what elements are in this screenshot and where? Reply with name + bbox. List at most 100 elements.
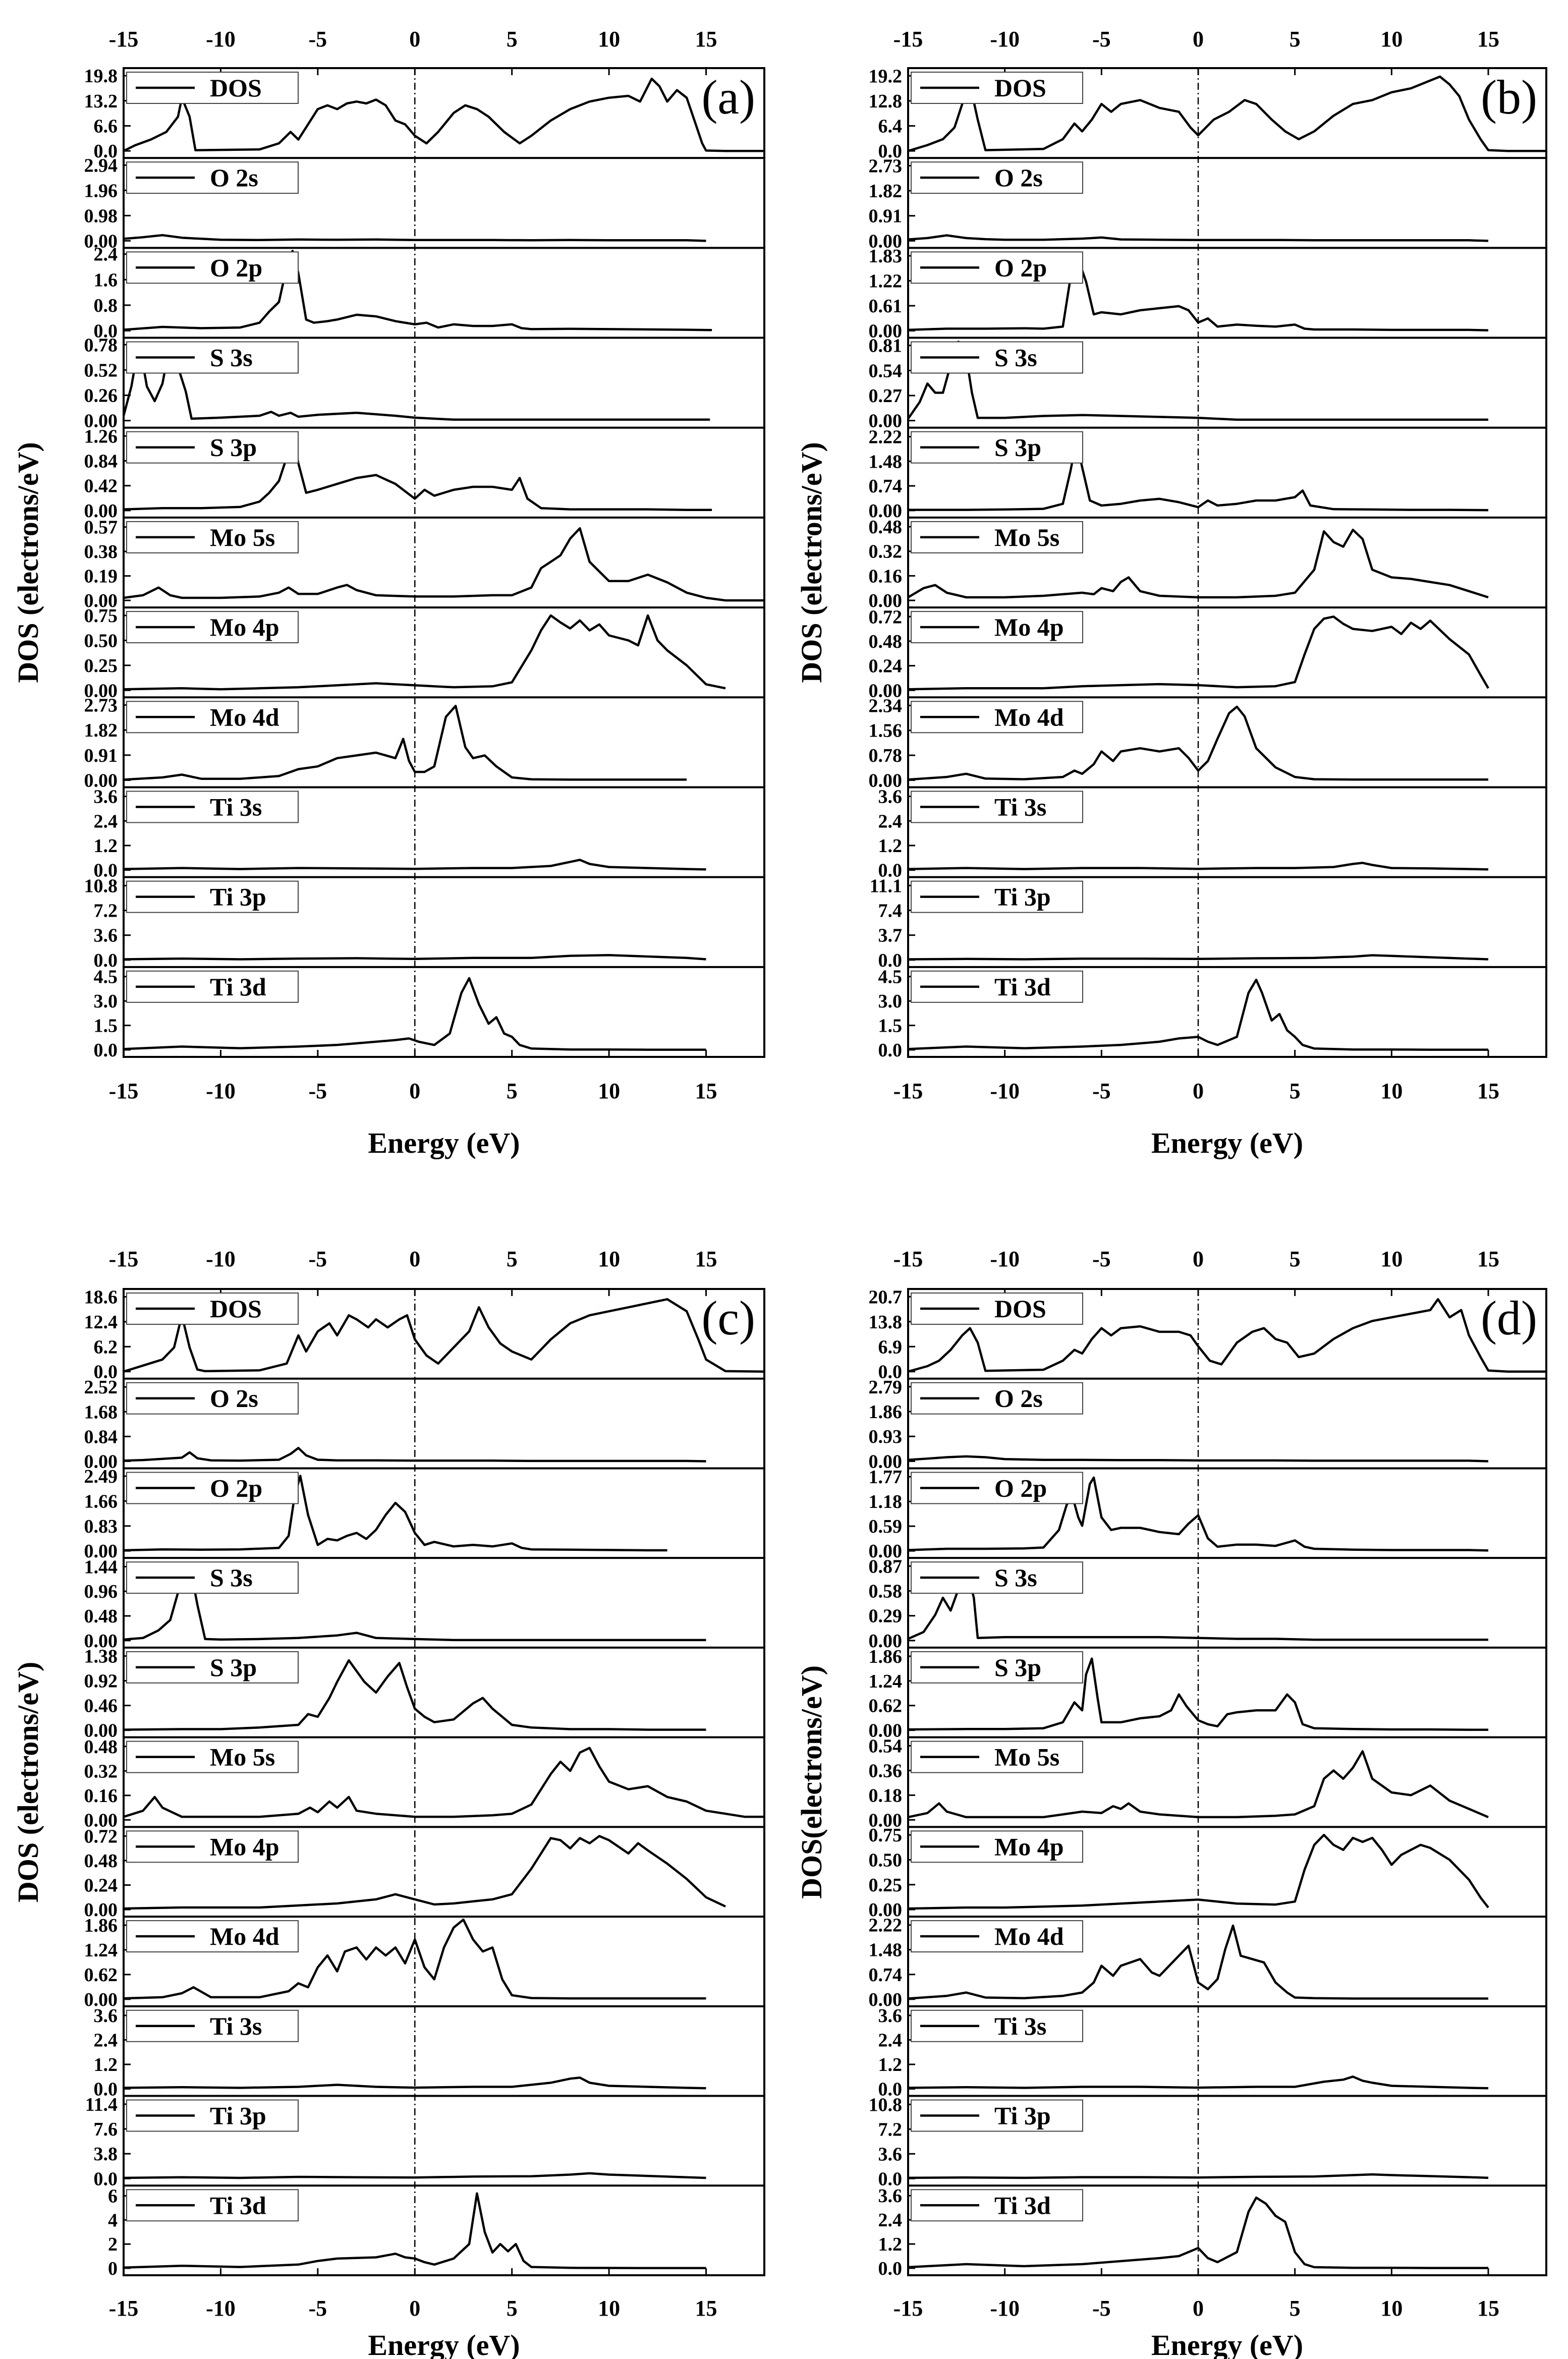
y-tick-label: 0.50 bbox=[869, 1850, 903, 1871]
legend-label: Ti 3s bbox=[210, 793, 262, 821]
y-tick-label: 0.46 bbox=[84, 1696, 118, 1717]
subplot-ti-3p: 0.0 3.8 7.6 11.4 Ti 3p bbox=[85, 2094, 764, 2189]
dos-curve bbox=[122, 342, 710, 421]
x-tick-label-top: 10 bbox=[1380, 27, 1403, 51]
y-tick-label: 2.4 bbox=[94, 811, 118, 832]
dos-curve bbox=[908, 2075, 1489, 2090]
y-tick-label: 0.00 bbox=[84, 590, 118, 611]
y-tick-label: 0.00 bbox=[869, 1899, 903, 1921]
y-tick-label: 0.00 bbox=[869, 231, 903, 252]
y-tick-label: 0.0 bbox=[94, 1362, 118, 1383]
x-tick-label-top: -5 bbox=[1092, 27, 1111, 51]
x-tick-label-top: 10 bbox=[598, 27, 620, 51]
y-tick-label: 3.0 bbox=[878, 991, 903, 1012]
y-tick-label: 0.00 bbox=[84, 1899, 118, 1921]
dos-curve bbox=[908, 1455, 1489, 1463]
y-tick-label: 1.68 bbox=[84, 1401, 118, 1423]
y-tick-label: 7.4 bbox=[878, 900, 903, 921]
dos-curve bbox=[908, 1833, 1489, 1910]
y-tick-label: 4.5 bbox=[878, 967, 903, 988]
y-tick-label: 1.18 bbox=[869, 1491, 903, 1512]
legend-label: Ti 3s bbox=[210, 2012, 262, 2040]
x-tick-label-bottom: 5 bbox=[1290, 1079, 1301, 1103]
subplot-o-2s: 0.00 0.84 1.68 2.52 O 2s bbox=[84, 1377, 764, 1472]
subplot-s-3s: 0.00 0.29 0.58 0.87 S 3s bbox=[869, 1556, 1546, 1652]
legend-label: O 2p bbox=[210, 253, 262, 282]
y-tick-label: 2.94 bbox=[84, 155, 118, 176]
y-tick-label: 0.00 bbox=[84, 231, 118, 252]
subplot-o-2s: 0.00 0.98 1.96 2.94 O 2s bbox=[84, 155, 764, 252]
subplot-mo-4d: 0.00 0.74 1.48 2.22 Mo 4d bbox=[869, 1915, 1546, 2010]
x-tick-label-bottom: 10 bbox=[1380, 1079, 1403, 1103]
y-tick-label: 0.00 bbox=[869, 1720, 903, 1742]
legend-label: Mo 4d bbox=[994, 1922, 1064, 1950]
y-tick-label: 0.32 bbox=[84, 1761, 118, 1782]
y-tick-label: 0.54 bbox=[869, 1736, 903, 1757]
legend-label: Ti 3s bbox=[994, 2012, 1046, 2040]
dos-curve bbox=[123, 527, 764, 602]
legend-label: S 3s bbox=[210, 344, 253, 372]
subplot-mo-4d: 0.00 0.78 1.56 2.34 Mo 4d bbox=[869, 695, 1546, 791]
y-tick-label: 10.8 bbox=[84, 876, 118, 897]
dos-curve bbox=[908, 862, 1489, 871]
subplot-dos: 0.0 6.9 13.8 20.7 DOS bbox=[869, 1286, 1546, 1383]
y-tick-label: 0 bbox=[108, 2258, 118, 2279]
y-tick-label: 0.0 bbox=[878, 141, 903, 162]
x-tick-label-bottom: -5 bbox=[1092, 1079, 1111, 1103]
x-tick-label-top: 5 bbox=[507, 27, 518, 51]
x-tick-label-top: 5 bbox=[507, 1247, 518, 1271]
y-tick-label: 0.81 bbox=[869, 335, 903, 357]
panel-d: -15 -15 -10 -10 -5 -5 0 0 5 5 10 10 15 15 Energy (eV) D… bbox=[795, 1247, 1547, 2359]
y-tick-label: 0.54 bbox=[869, 360, 903, 381]
y-tick-label: 0.87 bbox=[869, 1556, 903, 1577]
dos-curve bbox=[123, 435, 712, 511]
subplot-s-3p: 0.00 0.46 0.92 1.38 S 3p bbox=[84, 1646, 764, 1742]
subplot-dos: 0.0 6.4 12.8 19.2 DOS bbox=[869, 66, 1546, 162]
y-tick-label: 1.2 bbox=[94, 2054, 118, 2075]
dos-curve bbox=[123, 77, 764, 152]
legend-label: DOS bbox=[210, 1295, 262, 1323]
y-tick-label: 0.58 bbox=[869, 1581, 903, 1602]
y-tick-label: 0.00 bbox=[84, 1720, 118, 1742]
y-tick-label: 13.8 bbox=[869, 1312, 903, 1333]
y-tick-label: 0.0 bbox=[94, 950, 118, 971]
legend-label: Mo 4p bbox=[210, 613, 279, 641]
y-tick-label: 3.6 bbox=[94, 787, 118, 808]
y-tick-label: 0.48 bbox=[869, 631, 903, 652]
y-tick-label: 0.25 bbox=[869, 1875, 903, 1896]
legend-label: Mo 4d bbox=[210, 1922, 279, 1950]
dos-curve bbox=[123, 234, 706, 242]
y-tick-label: 1.48 bbox=[869, 1940, 903, 1961]
legend-label: Mo 5s bbox=[994, 523, 1059, 551]
subplot-s-3p: 0.00 0.74 1.48 2.22 S 3p bbox=[869, 427, 1546, 522]
y-tick-label: 0.59 bbox=[869, 1516, 903, 1537]
y-tick-label: 2.4 bbox=[878, 811, 903, 832]
x-tick-label-bottom: 0 bbox=[1193, 2296, 1204, 2321]
y-tick-label: 1.44 bbox=[84, 1556, 118, 1578]
y-tick-label: 2.73 bbox=[869, 155, 903, 177]
x-tick-label-top: 15 bbox=[1477, 1247, 1499, 1271]
y-tick-label: 3.6 bbox=[878, 2144, 903, 2165]
y-tick-label: 1.2 bbox=[878, 2234, 903, 2255]
y-tick-label: 19.8 bbox=[84, 66, 118, 87]
legend-label: Ti 3p bbox=[994, 2102, 1051, 2130]
y-tick-label: 2.34 bbox=[869, 695, 903, 716]
dos-curve bbox=[123, 977, 706, 1051]
panel-c: -15 -15 -10 -10 -5 -5 0 0 5 5 10 10 15 15 Energy (eV) D… bbox=[12, 1247, 765, 2359]
legend-label: Mo 4d bbox=[210, 703, 279, 731]
y-tick-label: 0.0 bbox=[878, 1362, 903, 1383]
subplot-ti-3s: 0.0 1.2 2.4 3.6 Ti 3s bbox=[878, 786, 1546, 881]
y-tick-label: 0.48 bbox=[84, 1606, 118, 1627]
x-tick-label-top: 15 bbox=[1477, 27, 1499, 51]
subplot-ti-3s: 0.0 1.2 2.4 3.6 Ti 3s bbox=[94, 786, 764, 881]
subplot-mo-5s: 0.00 0.16 0.32 0.48 Mo 5s bbox=[869, 516, 1546, 611]
subplot-dos: 0.0 6.2 12.4 18.6 DOS bbox=[84, 1287, 765, 1383]
dos-curve bbox=[908, 1476, 1489, 1552]
x-tick-label-bottom: 15 bbox=[1477, 1079, 1499, 1103]
y-tick-label: 1.26 bbox=[84, 426, 118, 447]
y-tick-label: 0.91 bbox=[84, 745, 118, 766]
y-tick-label: 6.6 bbox=[94, 116, 118, 137]
subplot-s-3s: 0.00 0.27 0.54 0.81 S 3s bbox=[869, 335, 1546, 432]
y-tick-label: 2.73 bbox=[84, 695, 118, 716]
